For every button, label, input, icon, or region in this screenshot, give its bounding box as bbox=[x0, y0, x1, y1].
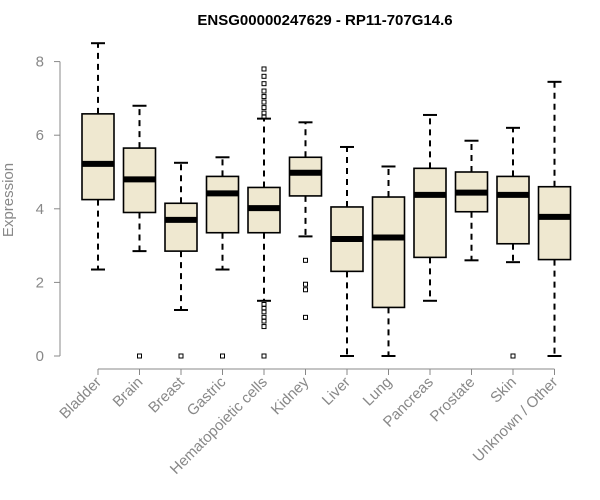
box-iqr bbox=[413, 167, 447, 259]
y-axis-label: Expression bbox=[0, 163, 17, 237]
outlier-point bbox=[261, 314, 267, 320]
outlier-point bbox=[137, 353, 142, 359]
outlier-point bbox=[220, 353, 225, 359]
outlier-point bbox=[303, 314, 308, 320]
outlier-point bbox=[261, 94, 267, 100]
x-tick-label: Brain bbox=[110, 374, 147, 411]
x-tick-label: Bladder bbox=[56, 374, 105, 423]
outlier-point bbox=[261, 81, 267, 87]
outlier-point bbox=[261, 88, 267, 94]
outlier-point bbox=[303, 287, 308, 293]
box-iqr bbox=[164, 202, 198, 252]
outlier-point bbox=[261, 353, 267, 359]
outlier-point bbox=[178, 353, 184, 359]
box-iqr bbox=[288, 156, 323, 197]
outlier-point bbox=[261, 73, 267, 79]
outlier-point bbox=[261, 324, 267, 330]
box-iqr bbox=[537, 185, 572, 261]
x-tick-label: Liver bbox=[319, 374, 354, 409]
y-tick-label: 4 bbox=[36, 201, 44, 218]
outlier-point bbox=[261, 110, 267, 116]
box-iqr bbox=[81, 113, 115, 201]
x-tick-label: Kidney bbox=[268, 373, 313, 418]
outlier-point bbox=[261, 301, 267, 307]
y-tick-label: 2 bbox=[36, 274, 44, 291]
x-tick-label: Lung bbox=[360, 374, 396, 410]
chart-title: ENSG00000247629 - RP11-707G14.6 bbox=[197, 12, 452, 29]
box-iqr bbox=[496, 175, 530, 245]
outlier-point bbox=[303, 257, 308, 263]
outlier-point bbox=[261, 105, 267, 111]
x-tick-label: Skin bbox=[487, 374, 520, 407]
y-tick-label: 0 bbox=[36, 348, 44, 365]
x-tick-label: Prostate bbox=[427, 374, 479, 426]
outlier-point bbox=[510, 353, 516, 359]
outlier-point bbox=[261, 66, 267, 72]
box-iqr bbox=[371, 196, 406, 309]
y-tick-label: 8 bbox=[36, 54, 44, 71]
outlier-point bbox=[261, 99, 267, 105]
y-tick-label: 6 bbox=[36, 127, 44, 144]
x-tick-label: Breast bbox=[145, 373, 188, 416]
box-iqr bbox=[205, 175, 240, 234]
outlier-point bbox=[303, 281, 308, 287]
